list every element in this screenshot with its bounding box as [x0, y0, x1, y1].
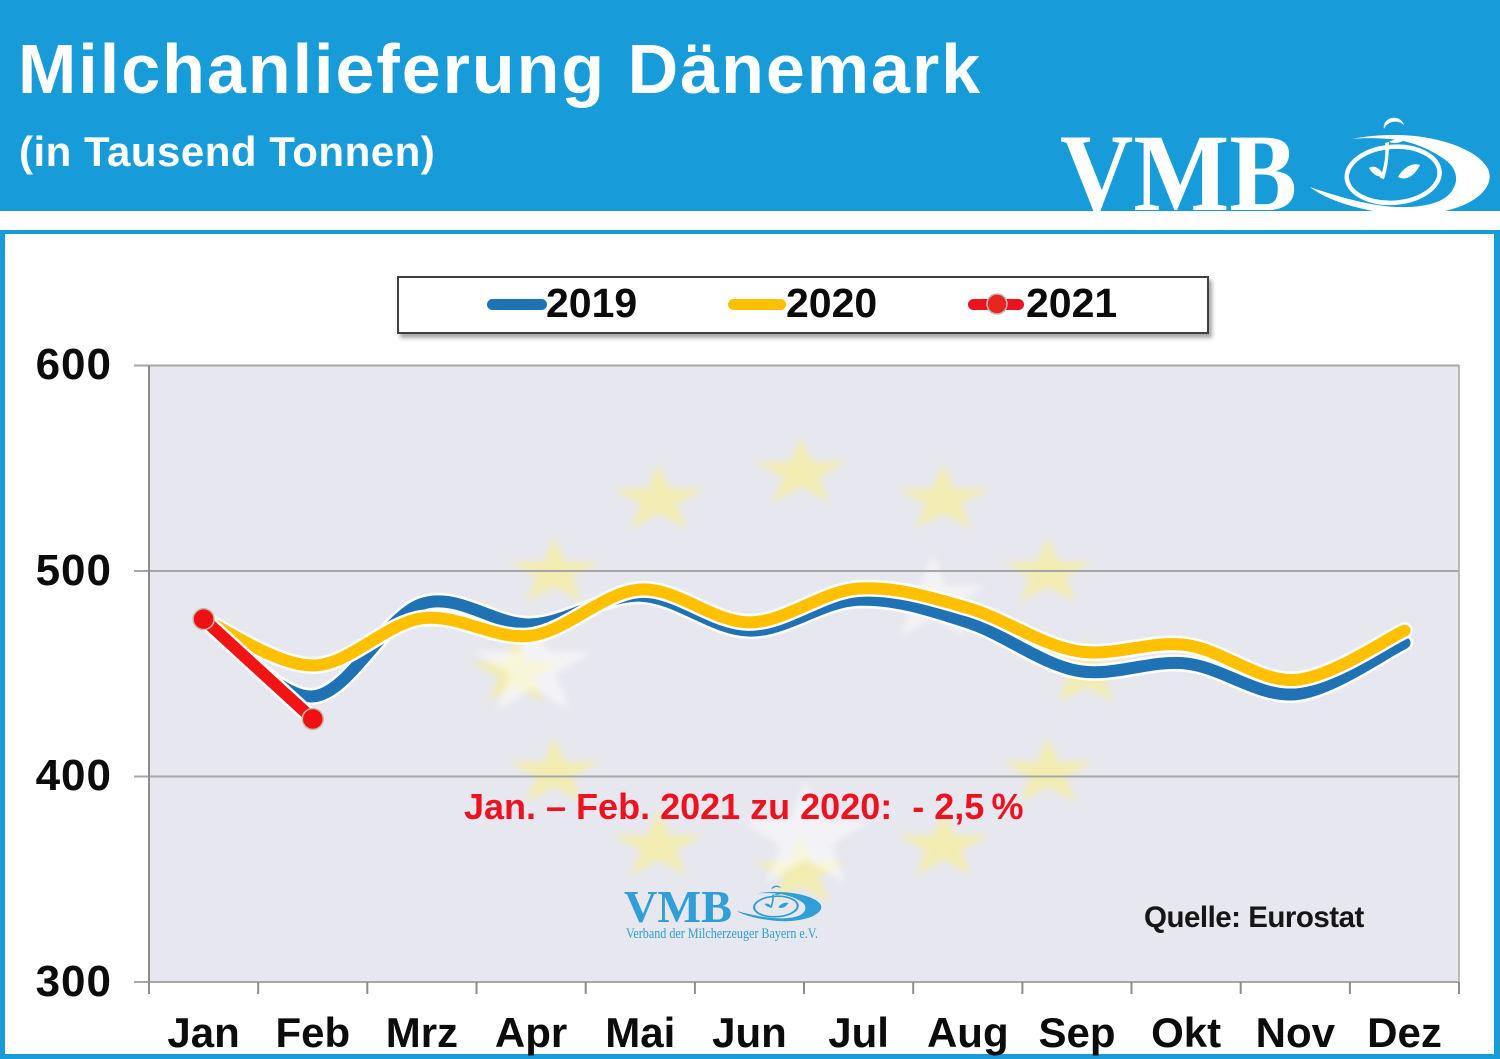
svg-text:VMB: VMB — [1060, 112, 1297, 230]
svg-text:Verband der Milcherzeuger Baye: Verband der Milcherzeuger Bayern e.V. — [626, 926, 818, 942]
svg-text:VMB: VMB — [624, 881, 732, 932]
